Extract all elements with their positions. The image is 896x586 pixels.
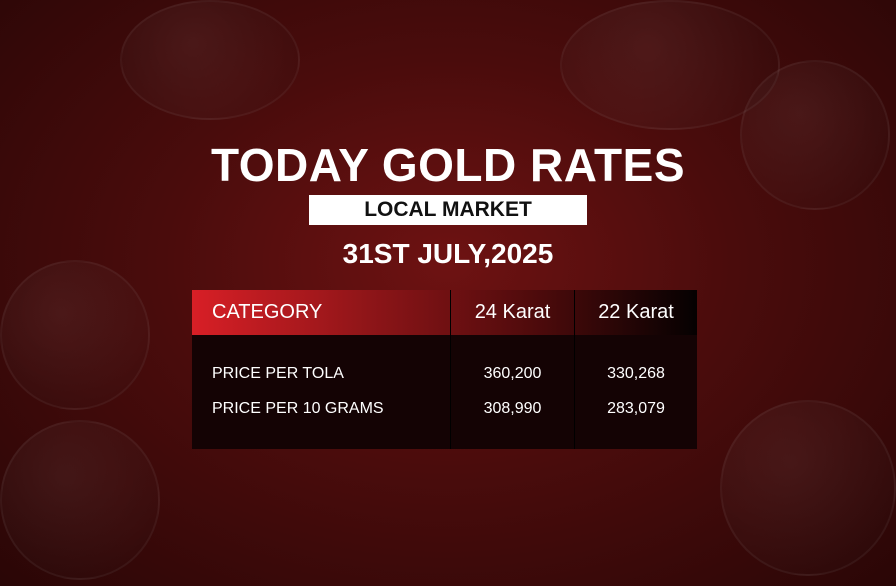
page-title: TODAY GOLD RATES [210, 139, 686, 191]
coin-decoration [560, 0, 780, 130]
price-22-karat: 330,268 [607, 365, 665, 382]
coin-decoration [0, 260, 150, 410]
coin-decoration [0, 420, 160, 580]
row-category: PRICE PER 10 GRAMS [212, 400, 384, 417]
header-category: CATEGORY [212, 301, 323, 323]
header-22-karat: 22 Karat [598, 301, 674, 323]
coin-decoration [120, 0, 300, 120]
row-category: PRICE PER TOLA [212, 365, 344, 382]
price-22-karat: 283,079 [607, 400, 665, 417]
rates-table: CATEGORY 24 Karat 22 Karat PRICE PER TOL… [192, 290, 697, 449]
header-24-karat: 24 Karat [474, 301, 551, 323]
table-header [192, 290, 697, 335]
date-label: 31ST JULY,2025 [342, 238, 554, 269]
market-label: LOCAL MARKET [309, 195, 587, 225]
coin-decoration [720, 400, 896, 576]
column-divider [450, 290, 451, 449]
column-divider [574, 290, 575, 449]
price-24-karat: 308,990 [483, 400, 542, 417]
price-24-karat: 360,200 [483, 365, 542, 382]
